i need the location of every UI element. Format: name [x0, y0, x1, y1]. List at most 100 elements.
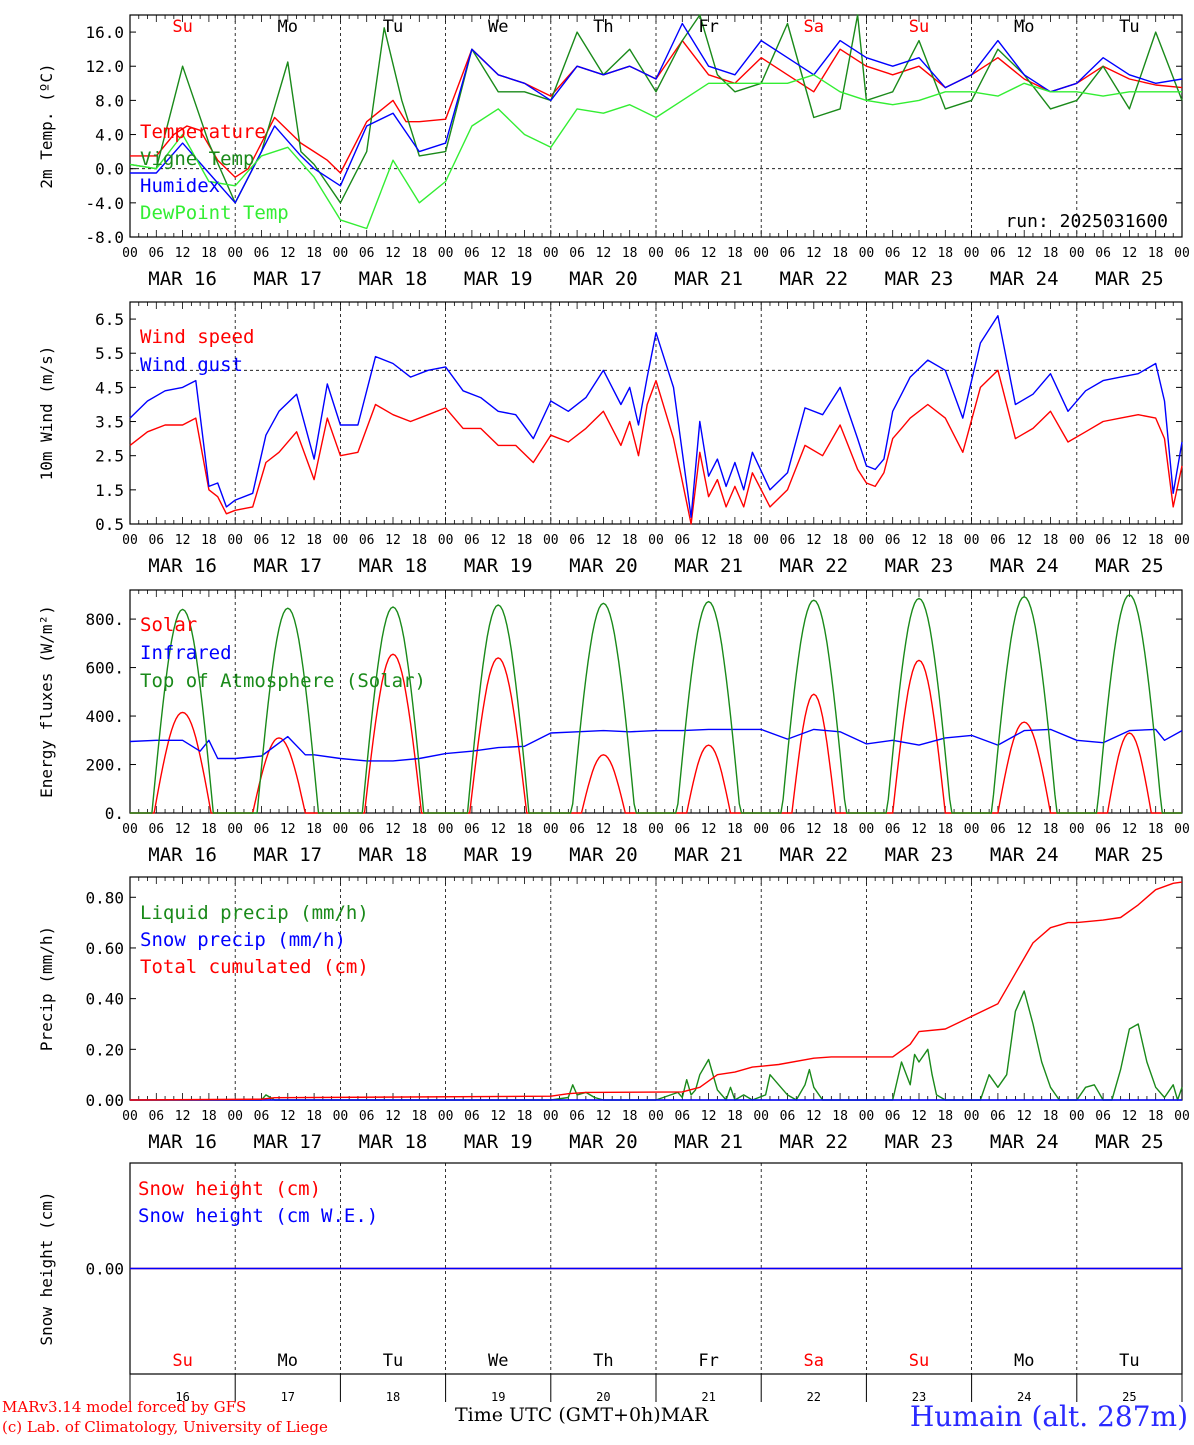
day-name-top: Tu	[1119, 17, 1139, 37]
hour-label: 12	[385, 1109, 401, 1124]
day-name-bottom: Tu	[383, 1351, 403, 1371]
y-tick-label: 4.5	[95, 378, 124, 397]
day-number: 24	[1017, 1390, 1031, 1404]
date-label: MAR 16	[148, 1131, 217, 1153]
hour-label: 00	[859, 1109, 875, 1124]
date-label: MAR 24	[990, 555, 1059, 577]
day-name-top: Su	[909, 17, 929, 37]
hour-label: 18	[1148, 1109, 1164, 1124]
hour-label: 06	[1095, 822, 1111, 837]
y-tick-label: 400.	[85, 707, 124, 726]
hour-label: 12	[1122, 822, 1138, 837]
hour-label: 00	[438, 1109, 454, 1124]
date-label: MAR 22	[779, 555, 848, 577]
hour-label: 18	[201, 533, 217, 548]
date-label: MAR 19	[464, 555, 533, 577]
date-label: MAR 16	[148, 555, 217, 577]
hour-label: 00	[543, 822, 559, 837]
hour-label: 18	[727, 246, 743, 261]
hour-label: 06	[674, 246, 690, 261]
series-line	[129, 881, 1183, 1101]
hour-label: 06	[148, 533, 164, 548]
legend-entry: Infrared	[140, 642, 232, 664]
y-tick-label: 4.0	[95, 126, 124, 145]
day-name-top: Sa	[804, 17, 824, 37]
hour-label: 06	[254, 1109, 270, 1124]
date-label: MAR 25	[1095, 844, 1164, 866]
time-axis-label: Time UTC (GMT+0h)MAR	[455, 1404, 708, 1426]
model-credit-line2: (c) Lab. of Climatology, University of L…	[2, 1418, 328, 1436]
y-tick-label: 0.00	[85, 1260, 124, 1279]
panel-precip: 00 06 12 18 00 06 12 18 00 06 12 18 00 06 12 18 00 06 12 18…	[37, 876, 1190, 1153]
hour-label: 00	[227, 246, 243, 261]
hour-label: 06	[1095, 533, 1111, 548]
hour-label: 06	[148, 246, 164, 261]
hour-label: 18	[306, 246, 322, 261]
hour-label: 06	[990, 822, 1006, 837]
hour-label: 00	[753, 1109, 769, 1124]
hour-label: 12	[385, 246, 401, 261]
series-line	[130, 39, 1183, 178]
day-name-top: Tu	[383, 17, 403, 37]
hour-label: 18	[517, 822, 533, 837]
date-label: MAR 24	[990, 844, 1059, 866]
hour-label: 12	[1122, 533, 1138, 548]
hour-label: 18	[201, 1109, 217, 1124]
hour-label: 00	[438, 822, 454, 837]
y-tick-label: 0.40	[85, 990, 124, 1009]
date-label: MAR 17	[253, 555, 322, 577]
hour-label: 00	[227, 1109, 243, 1124]
hour-label: 18	[306, 822, 322, 837]
y-tick-label: 16.0	[85, 23, 124, 42]
hour-label: 18	[832, 822, 848, 837]
hour-label: 00	[753, 246, 769, 261]
legend-entry: Snow precip (mm/h)	[140, 929, 346, 951]
date-label: MAR 18	[359, 268, 428, 290]
hour-label: 12	[385, 533, 401, 548]
y-axis-title: Energy fluxes (W/m²)	[37, 605, 56, 798]
date-label: MAR 25	[1095, 555, 1164, 577]
hour-label: 06	[464, 822, 480, 837]
hour-label: 06	[780, 246, 796, 261]
hour-label: 06	[674, 1109, 690, 1124]
hour-label: 06	[885, 533, 901, 548]
date-label: MAR 16	[148, 268, 217, 290]
hour-label: 18	[937, 533, 953, 548]
date-label: MAR 17	[253, 268, 322, 290]
date-label: MAR 24	[990, 268, 1059, 290]
hour-label: 00	[122, 533, 138, 548]
hour-label: 18	[622, 1109, 638, 1124]
hour-label: 12	[596, 1109, 612, 1124]
day-name-bottom: Sa	[804, 1351, 824, 1371]
hour-label: 06	[359, 246, 375, 261]
date-label: MAR 24	[990, 1131, 1059, 1153]
y-tick-label: 12.0	[85, 57, 124, 76]
hour-label: 18	[306, 533, 322, 548]
hour-label: 18	[201, 246, 217, 261]
date-label: MAR 23	[885, 1131, 954, 1153]
day-name-bottom: Su	[909, 1351, 929, 1371]
y-tick-label: 0.00	[85, 1091, 124, 1110]
y-tick-label: 800.	[85, 610, 124, 629]
legend-entry: Vigne Temp	[140, 148, 254, 170]
hour-label: 06	[569, 533, 585, 548]
legend-entry: Total cumulated (cm)	[140, 956, 369, 978]
hour-label: 00	[1174, 822, 1190, 837]
hour-label: 12	[806, 533, 822, 548]
hour-label: 00	[333, 822, 349, 837]
legend-entry: Humidex	[140, 175, 220, 197]
day-number: 16	[175, 1390, 189, 1404]
date-label: MAR 23	[885, 555, 954, 577]
hour-label: 18	[937, 246, 953, 261]
hour-label: 00	[648, 246, 664, 261]
hour-label: 00	[753, 533, 769, 548]
hour-label: 00	[438, 246, 454, 261]
hour-label: 00	[964, 246, 980, 261]
date-label: MAR 21	[674, 555, 743, 577]
y-tick-label: 0.60	[85, 939, 124, 958]
hour-label: 00	[333, 1109, 349, 1124]
hour-label: 18	[1043, 246, 1059, 261]
date-label: MAR 21	[674, 1131, 743, 1153]
hour-label: 12	[490, 1109, 506, 1124]
series-line	[130, 594, 1182, 814]
